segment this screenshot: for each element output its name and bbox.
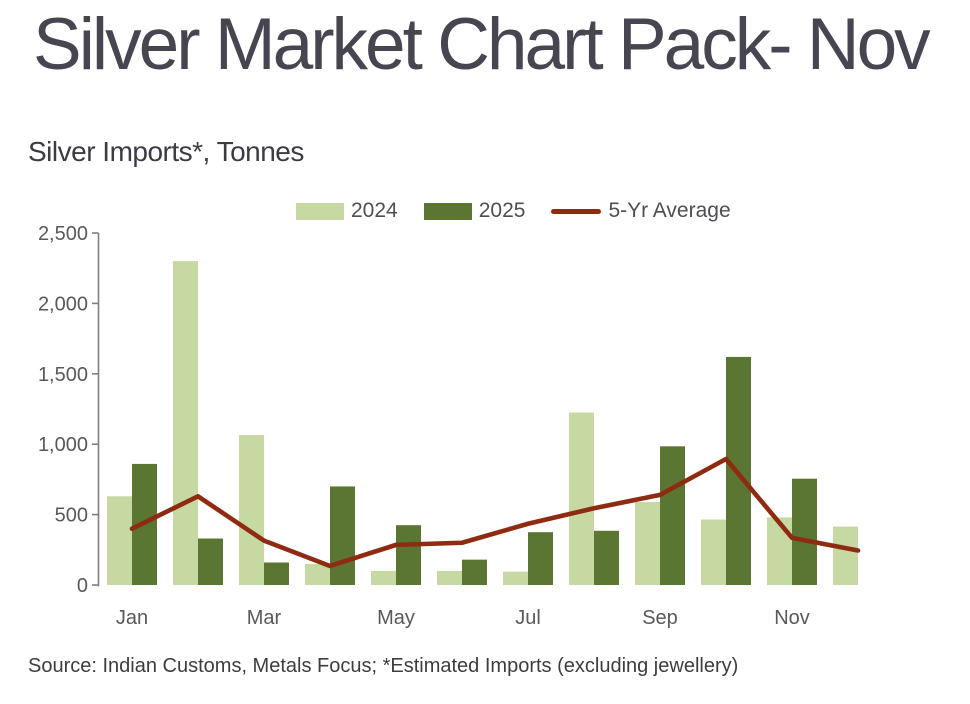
x-axis-label-Jan: Jan	[116, 607, 148, 629]
x-axis-labels: Jan Mar May Jul Sep Nov	[116, 607, 810, 629]
bar-2024-Jun	[437, 570, 462, 585]
bar-2025-Sep	[660, 446, 685, 585]
bar-2024-Aug	[569, 412, 594, 585]
bars-2024	[107, 261, 858, 585]
legend-item-2024: 2024	[296, 199, 398, 223]
x-axis-label-Nov: Nov	[774, 607, 810, 629]
legend-label-2024: 2024	[351, 199, 398, 222]
y-axis: 0 500 1,000 1,500 2,000 2,500	[38, 223, 100, 597]
bar-2024-Jul	[503, 571, 528, 585]
source-note: Source: Indian Customs, Metals Focus; *E…	[28, 655, 739, 677]
bar-2024-Sep	[635, 501, 660, 585]
y-axis-label: 2,000	[38, 293, 88, 315]
five-year-average-line	[129, 456, 861, 569]
y-axis-label: 500	[55, 505, 88, 527]
legend-swatch-2025	[423, 202, 472, 220]
legend-label-5yr-average: 5-Yr Average	[608, 199, 731, 222]
bar-2025-Mar	[264, 562, 289, 585]
bar-2025-May	[396, 525, 421, 585]
bar-2025-Nov	[792, 478, 817, 585]
bar-2025-Jul	[528, 532, 553, 585]
bar-2024-Feb	[173, 261, 198, 585]
y-axis-label: 1,000	[38, 434, 88, 456]
legend-item-2025: 2025	[423, 199, 526, 223]
bar-2025-Jun	[462, 559, 487, 585]
y-axis-label: 2,500	[38, 223, 88, 245]
bar-2025-Feb	[198, 538, 223, 585]
bar-2024-Mar	[239, 435, 264, 585]
legend-label-2025: 2025	[478, 199, 526, 222]
bars-2025	[132, 356, 817, 585]
bar-2024-Nov	[767, 517, 792, 585]
bar-2025-Aug	[594, 530, 619, 585]
legend-swatch-5yr-average-line	[551, 208, 602, 214]
page-title: Silver Market Chart Pack- Nov	[33, 4, 931, 85]
chart-legend: 2024 2025 5-Yr Average	[296, 199, 731, 223]
bar-2024-Oct	[701, 519, 726, 585]
legend-swatch-2024	[296, 202, 344, 220]
bar-2024-May	[371, 570, 396, 585]
bar-2024-Apr	[305, 563, 330, 585]
chart-title: Silver Imports*, Tonnes	[28, 136, 304, 167]
bar-2024-Dec	[833, 526, 858, 585]
x-axis-label-Mar: Mar	[247, 607, 282, 629]
y-axis-label: 1,500	[38, 364, 88, 386]
bar-2024-Jan	[107, 496, 132, 585]
x-axis-label-Jul: Jul	[515, 607, 541, 629]
x-axis-label-May: May	[377, 607, 415, 629]
bar-2025-Apr	[330, 486, 355, 585]
y-axis-label: 0	[77, 575, 88, 597]
legend-item-5yr-average: 5-Yr Average	[551, 199, 731, 223]
x-axis-label-Sep: Sep	[642, 607, 678, 629]
